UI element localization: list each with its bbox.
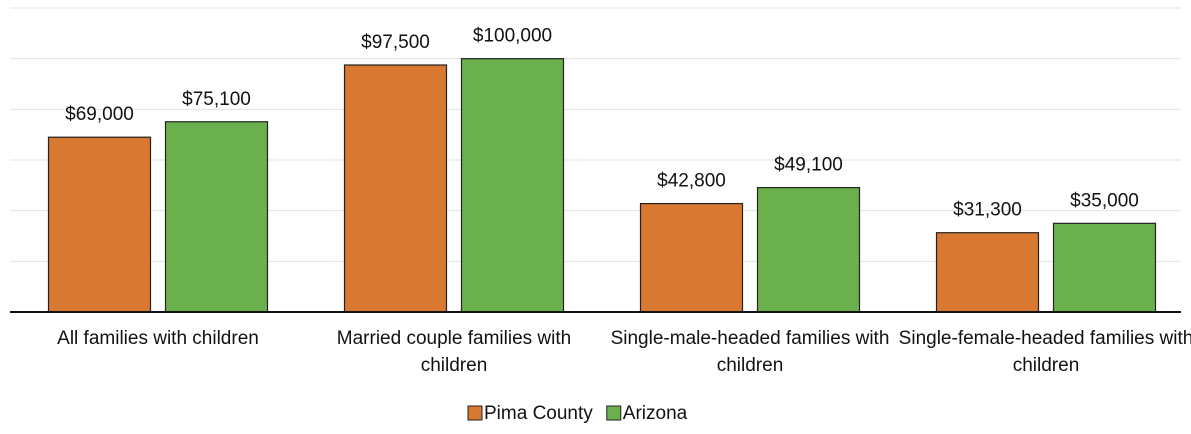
data-label: $49,100 <box>774 155 843 176</box>
legend-swatch <box>467 405 483 421</box>
legend-swatch <box>606 405 622 421</box>
legend: Pima County Arizona <box>467 403 688 424</box>
data-label: $42,800 <box>657 171 726 192</box>
x-tick-label: Single-female-headed families with child… <box>898 328 1191 376</box>
legend-label: Arizona <box>623 403 688 424</box>
x-tick-label-box: All families with children <box>57 328 259 349</box>
x-tick-label: All families with children <box>57 328 259 349</box>
data-label: $31,300 <box>953 200 1022 221</box>
bar <box>639 202 744 313</box>
data-label: $97,500 <box>361 32 430 53</box>
bar <box>756 187 861 313</box>
data-label: $75,100 <box>182 89 251 110</box>
data-label: $69,000 <box>65 104 134 125</box>
legend-label: Pima County <box>484 403 593 424</box>
bar <box>343 64 448 313</box>
x-tick-label-box: Single-male-headed families with childre… <box>610 328 890 376</box>
data-label: $35,000 <box>1070 190 1139 211</box>
x-tick-label: Single-male-headed families with childre… <box>610 328 890 376</box>
bar <box>164 121 269 313</box>
x-tick-label-box: Single-female-headed families with child… <box>898 328 1191 376</box>
bar <box>460 58 565 313</box>
bar <box>47 136 152 313</box>
x-tick-label: Married couple families with children <box>336 328 572 376</box>
data-label: $100,000 <box>473 26 552 47</box>
bar <box>1052 222 1157 313</box>
bar <box>935 232 1040 313</box>
x-tick-label-box: Married couple families with children <box>336 328 572 376</box>
